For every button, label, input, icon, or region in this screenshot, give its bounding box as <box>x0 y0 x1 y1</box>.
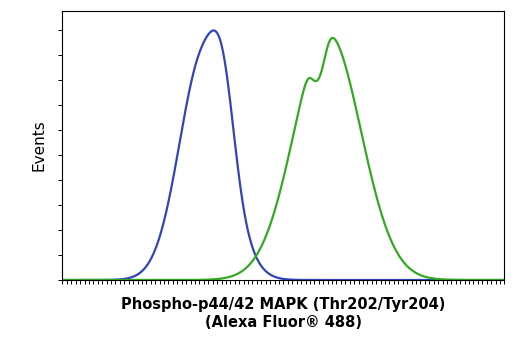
X-axis label: Phospho-p44/42 MAPK (Thr202/Tyr204)
(Alexa Fluor® 488): Phospho-p44/42 MAPK (Thr202/Tyr204) (Ale… <box>121 297 446 330</box>
Y-axis label: Events: Events <box>32 119 47 171</box>
